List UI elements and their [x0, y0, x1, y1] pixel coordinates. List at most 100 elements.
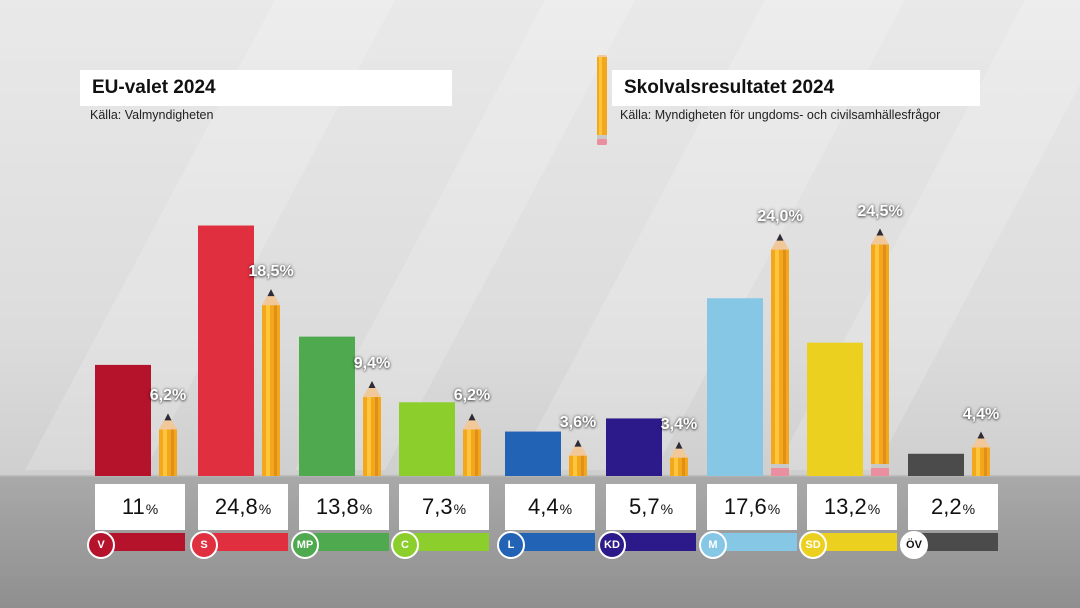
eu-value-card-kd: 5,7%: [606, 484, 696, 530]
pencil-body: [159, 429, 177, 476]
pencil-shade: [274, 305, 277, 476]
eu-value-label-l: 4,4%: [505, 494, 595, 520]
party-badge-m: M: [699, 531, 727, 559]
school-legend-title: Skolvalsresultatet 2024: [624, 77, 835, 98]
eu-value-card-öv: 2,2%: [908, 484, 998, 530]
pencil-lead: [267, 289, 275, 297]
eu-value-label-s: 24,8%: [198, 494, 288, 520]
eu-value-label-v: 11%: [95, 494, 185, 520]
pencil-lead: [977, 431, 985, 439]
eu-bar-kd: [606, 418, 662, 476]
pencil-body: [569, 455, 587, 476]
eu-value-card-l: 4,4%: [505, 484, 595, 530]
pencil-highlight: [467, 429, 471, 476]
eu-value-card-v: 11%: [95, 484, 185, 530]
party-color-bar-sd: [807, 533, 897, 551]
party-badge-mp: MP: [291, 531, 319, 559]
eu-bar-l: [505, 431, 561, 476]
party-color-bar-s: [198, 533, 288, 551]
eu-value-label-sd: 13,2%: [807, 494, 897, 520]
percent-sign: %: [867, 501, 881, 517]
eu-value-label-mp: 13,8%: [299, 494, 389, 520]
pencil-body: [771, 249, 789, 476]
pencil-body: [463, 429, 481, 476]
party-badge-sd: SD: [799, 531, 827, 559]
school-value-label-s: 18,5%: [248, 263, 294, 281]
eu-value-number: 5,7: [628, 494, 660, 519]
eu-value-card-s: 24,8%: [198, 484, 288, 530]
eu-value-label-m: 17,6%: [707, 494, 797, 520]
percent-sign: %: [258, 501, 272, 517]
pencil-tip: [159, 413, 177, 430]
pencil-shade: [581, 455, 584, 476]
pencil-highlight: [573, 455, 577, 476]
pencil-highlight: [674, 457, 678, 476]
pencil-shade: [475, 429, 478, 476]
party-color-bar-öv: [908, 533, 998, 551]
school-pencil-mp: [363, 381, 381, 476]
eu-value-number: 4,4: [527, 494, 559, 519]
party-badge-c: C: [391, 531, 419, 559]
pencil-body: [871, 244, 889, 476]
pencil-lead: [468, 413, 476, 421]
school-pencil-kd: [670, 441, 688, 476]
pencil-highlight: [976, 447, 980, 476]
pencil-shade: [375, 397, 378, 476]
school-value-label-m: 24,0%: [757, 207, 803, 225]
pencil-lead: [368, 381, 376, 389]
party-badge-s: S: [190, 531, 218, 559]
percent-sign: %: [767, 501, 781, 517]
pencil-shade: [682, 457, 685, 476]
pencil-ferrule: [771, 464, 789, 468]
legend-pencil-icon: [597, 55, 607, 145]
school-value-label-c: 6,2%: [453, 387, 491, 405]
pencil-highlight: [875, 244, 879, 476]
pencil-body: [262, 305, 280, 476]
pencil-shade: [883, 244, 886, 476]
eu-value-label-öv: 2,2%: [908, 494, 998, 520]
school-pencil-v: [159, 413, 177, 476]
percent-sign: %: [660, 501, 674, 517]
pencil-shade: [783, 249, 786, 476]
eu-value-card-mp: 13,8%: [299, 484, 389, 530]
pencil-tip: [972, 431, 990, 448]
eu-value-label-kd: 5,7%: [606, 494, 696, 520]
school-source: Källa: Myndigheten för ungdoms- och civi…: [620, 108, 941, 122]
pencil-tip: [569, 439, 587, 456]
pencil-tip: [363, 381, 381, 398]
percent-sign: %: [962, 501, 976, 517]
party-color-bar-m: [707, 533, 797, 551]
pencil-tip: [463, 413, 481, 430]
party-color-bar-mp: [299, 533, 389, 551]
school-value-label-mp: 9,4%: [353, 355, 391, 373]
party-badge-v: V: [87, 531, 115, 559]
school-value-label-sd: 24,5%: [857, 202, 903, 220]
school-pencil-c: [463, 413, 481, 476]
eu-legend-box: EU-valet 2024: [80, 70, 452, 106]
party-color-bar-kd: [606, 533, 696, 551]
pencil-highlight: [266, 305, 270, 476]
party-color-bar-l: [505, 533, 595, 551]
party-badge-öv: ÖV: [900, 531, 928, 559]
pencil-lead: [675, 441, 683, 449]
pencil-shade: [171, 429, 174, 476]
pencil-lead: [574, 439, 582, 447]
pencil-tip: [771, 233, 789, 250]
pencil-tip: [871, 228, 889, 245]
school-pencil-m: [771, 233, 789, 476]
school-value-label-kd: 3,4%: [660, 415, 698, 433]
percent-sign: %: [145, 501, 159, 517]
school-value-label-l: 3,6%: [559, 413, 597, 431]
pencil-shade: [984, 447, 987, 476]
pencil-body: [363, 397, 381, 476]
percent-sign: %: [453, 501, 467, 517]
pencil-highlight: [775, 249, 779, 476]
eu-bar-s: [198, 225, 254, 476]
pencil-highlight: [367, 397, 371, 476]
party-color-bar-c: [399, 533, 489, 551]
pencil-body: [972, 447, 990, 476]
eu-value-card-c: 7,3%: [399, 484, 489, 530]
eu-value-number: 2,2: [930, 494, 962, 519]
pencil-ferrule: [871, 464, 889, 468]
school-pencil-s: [262, 289, 280, 476]
